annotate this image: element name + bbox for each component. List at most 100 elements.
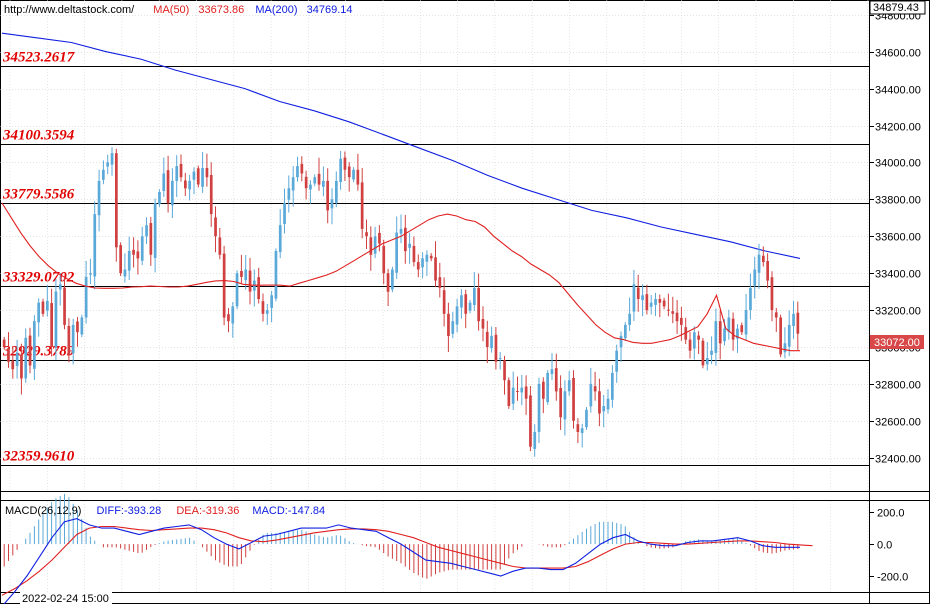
bull-candle	[278, 225, 282, 253]
bear-candle	[697, 335, 700, 340]
bull-candle	[201, 168, 204, 187]
bull-candle	[490, 335, 493, 349]
top-price-box	[869, 0, 926, 15]
y-tick-label: 34600.00	[875, 48, 921, 60]
bear-candle	[529, 395, 532, 447]
bull-candle	[296, 166, 299, 178]
bull-candle	[714, 321, 718, 353]
y-tick-label: 32600.00	[875, 417, 921, 429]
bull-candle	[274, 251, 278, 299]
candles	[2, 147, 800, 457]
y-tick-label: 33800.00	[875, 195, 921, 207]
bull-candle	[335, 180, 338, 203]
bull-candle	[498, 358, 502, 360]
bear-candle	[671, 311, 675, 314]
bear-candle	[115, 153, 118, 248]
ma50-line	[1, 202, 800, 352]
bull-candle	[24, 337, 28, 379]
ma200-value: 34769.14	[307, 4, 353, 16]
bull-candle	[188, 180, 191, 190]
bull-candle	[511, 387, 515, 404]
y-tick-label: 33400.00	[875, 269, 921, 281]
bear-candle	[119, 245, 122, 274]
last-price-label: 33072.00	[874, 337, 920, 349]
bull-candle	[192, 171, 196, 180]
header-text: http://www.deltastock.com/ MA(50) 33673.…	[4, 4, 353, 16]
macd-dea-label: DEA:-319.36	[176, 505, 239, 517]
bull-candle	[283, 203, 286, 224]
bull-candle	[580, 428, 584, 433]
bear-candle	[766, 261, 769, 281]
bull-candle	[611, 372, 614, 400]
bull-candle	[606, 398, 610, 410]
macd-header: MACD(26,12,9) DIFF:-393.28 DEA:-319.36 M…	[5, 505, 325, 517]
bull-candle	[520, 387, 524, 393]
bear-candle	[481, 319, 485, 329]
bull-candle	[736, 328, 739, 339]
bear-candle	[136, 251, 140, 259]
bear-candle	[300, 163, 304, 174]
macd-tick-label: -200.0	[877, 572, 908, 584]
bull-candle	[585, 409, 588, 428]
bull-candle	[421, 258, 424, 268]
y-tick-label: 32400.00	[875, 454, 921, 466]
bear-candle	[404, 227, 407, 252]
bull-candle	[46, 300, 49, 311]
ma50-value: 33673.86	[198, 4, 244, 16]
bear-candle	[593, 386, 597, 392]
level-label: 32359.9610	[2, 449, 75, 465]
bull-candle	[97, 180, 101, 216]
bull-candle	[80, 317, 84, 335]
bull-candle	[89, 273, 92, 275]
ma200-label: MA(200)	[255, 4, 297, 16]
bull-candle	[395, 232, 398, 273]
ma200-line-group	[1, 32, 801, 259]
bull-candle	[330, 199, 334, 209]
bear-candle	[41, 301, 45, 314]
bull-candle	[589, 383, 593, 407]
bear-candle	[796, 312, 800, 334]
macd-tick-label: 0.0	[877, 540, 892, 552]
grid-lines	[0, 0, 869, 592]
bear-candle	[347, 166, 351, 178]
y-tick-label: 34200.00	[875, 122, 921, 134]
bull-candle	[231, 306, 235, 324]
y-tick-label: 32800.00	[875, 380, 921, 392]
bear-candle	[675, 312, 679, 322]
bear-candle	[369, 237, 373, 255]
bull-candle	[693, 332, 696, 349]
bull-candle	[473, 288, 476, 305]
site-url: http://www.deltastock.com/	[4, 4, 135, 16]
bull-candle	[425, 254, 429, 262]
bear-candle	[542, 381, 545, 399]
bear-candle	[464, 294, 468, 314]
bull-candle	[158, 192, 161, 205]
bear-candle	[779, 317, 782, 355]
bear-candle	[132, 249, 135, 255]
bear-candle	[20, 354, 23, 379]
bull-candle	[546, 372, 549, 403]
bull-candle	[145, 225, 148, 237]
bear-candle	[524, 386, 528, 399]
bear-candle	[438, 277, 442, 288]
y-axis-ticks: 32400.0032600.0032800.0033000.0033200.00…	[869, 11, 921, 466]
bear-candle	[317, 173, 321, 185]
bear-candle	[503, 360, 506, 381]
bear-candle	[494, 334, 498, 362]
bear-candle	[507, 380, 511, 406]
level-label: 34523.2617	[2, 50, 75, 66]
bull-candle	[533, 431, 537, 449]
ma50-line-group	[1, 202, 800, 352]
bear-candle	[257, 277, 260, 299]
bull-candle	[58, 284, 62, 290]
bull-candle	[753, 269, 757, 286]
bear-candle	[28, 335, 32, 366]
bear-candle	[770, 277, 774, 311]
y-tick-label: 33200.00	[875, 306, 921, 318]
bear-candle	[227, 314, 230, 322]
bear-candle	[184, 180, 187, 189]
y-tick-label: 33600.00	[875, 232, 921, 244]
bull-candle	[352, 169, 355, 180]
